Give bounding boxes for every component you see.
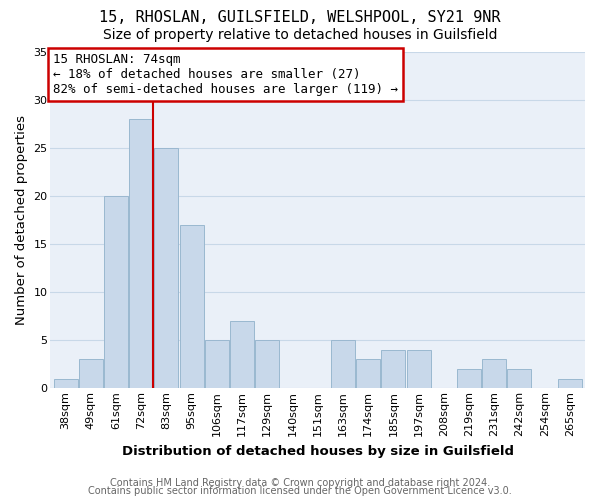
Bar: [356, 360, 380, 388]
Bar: [129, 119, 153, 388]
Bar: [457, 369, 481, 388]
Bar: [230, 321, 254, 388]
Bar: [382, 350, 406, 389]
Bar: [154, 148, 178, 388]
Bar: [256, 340, 279, 388]
Bar: [407, 350, 431, 389]
Bar: [482, 360, 506, 388]
Bar: [508, 369, 532, 388]
Bar: [79, 360, 103, 388]
Bar: [205, 340, 229, 388]
Text: Contains public sector information licensed under the Open Government Licence v3: Contains public sector information licen…: [88, 486, 512, 496]
Text: Contains HM Land Registry data © Crown copyright and database right 2024.: Contains HM Land Registry data © Crown c…: [110, 478, 490, 488]
Bar: [179, 224, 203, 388]
Bar: [104, 196, 128, 388]
Y-axis label: Number of detached properties: Number of detached properties: [15, 115, 28, 325]
Bar: [331, 340, 355, 388]
Bar: [558, 378, 582, 388]
Text: 15, RHOSLAN, GUILSFIELD, WELSHPOOL, SY21 9NR: 15, RHOSLAN, GUILSFIELD, WELSHPOOL, SY21…: [99, 10, 501, 25]
Text: 15 RHOSLAN: 74sqm
← 18% of detached houses are smaller (27)
82% of semi-detached: 15 RHOSLAN: 74sqm ← 18% of detached hous…: [53, 53, 398, 96]
Text: Size of property relative to detached houses in Guilsfield: Size of property relative to detached ho…: [103, 28, 497, 42]
X-axis label: Distribution of detached houses by size in Guilsfield: Distribution of detached houses by size …: [122, 444, 514, 458]
Bar: [53, 378, 77, 388]
